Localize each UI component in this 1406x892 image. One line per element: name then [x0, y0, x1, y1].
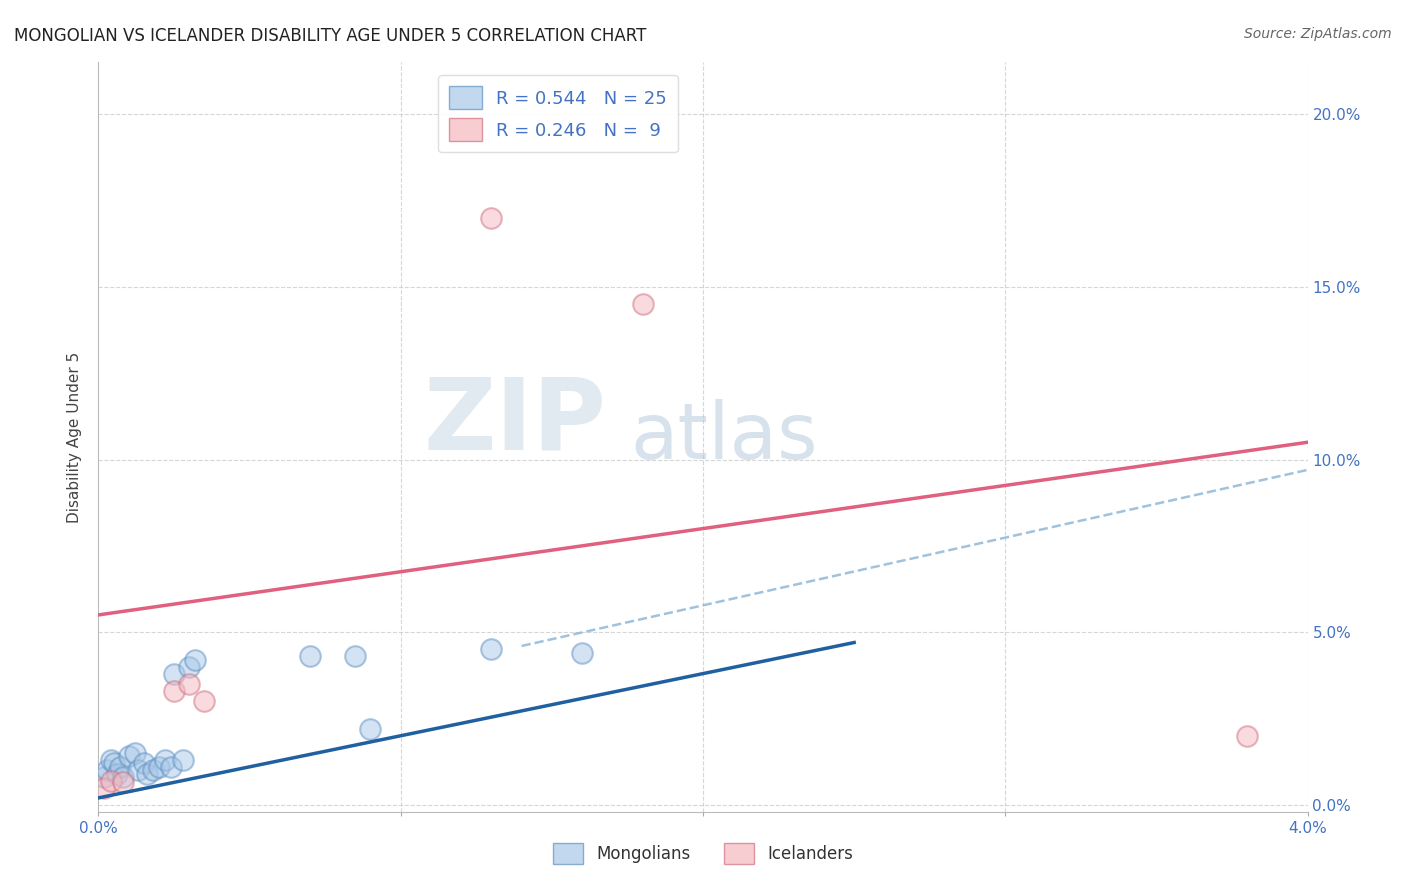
Text: MONGOLIAN VS ICELANDER DISABILITY AGE UNDER 5 CORRELATION CHART: MONGOLIAN VS ICELANDER DISABILITY AGE UN… — [14, 27, 647, 45]
Text: ZIP: ZIP — [423, 374, 606, 471]
Point — [360, 722, 382, 736]
Text: atlas: atlas — [630, 399, 818, 475]
Point — [571, 646, 593, 660]
Point — [111, 775, 134, 789]
Point — [96, 764, 118, 778]
Point — [631, 297, 654, 311]
Point — [193, 694, 215, 708]
Point — [481, 211, 503, 225]
Point — [179, 659, 201, 673]
Point — [132, 756, 155, 771]
Point — [135, 766, 157, 780]
Point — [184, 653, 207, 667]
Point — [100, 773, 122, 788]
Point — [148, 760, 170, 774]
Point — [100, 753, 122, 767]
Point — [481, 642, 503, 657]
Point — [163, 666, 186, 681]
Legend: Mongolians, Icelanders: Mongolians, Icelanders — [547, 836, 859, 871]
Point — [344, 649, 367, 664]
Point — [111, 770, 134, 784]
Point — [142, 764, 165, 778]
Text: Source: ZipAtlas.com: Source: ZipAtlas.com — [1244, 27, 1392, 41]
Y-axis label: Disability Age Under 5: Disability Age Under 5 — [67, 351, 83, 523]
Point — [160, 760, 183, 774]
Point — [299, 649, 322, 664]
Point — [103, 756, 125, 771]
Point — [93, 770, 115, 784]
Point — [179, 677, 201, 691]
Point — [1236, 729, 1258, 743]
Point — [93, 780, 115, 795]
Point — [105, 766, 128, 780]
Point — [124, 746, 146, 760]
Point — [172, 753, 194, 767]
Point — [127, 764, 149, 778]
Point — [163, 684, 186, 698]
Point — [153, 753, 176, 767]
Point — [118, 749, 141, 764]
Point — [108, 760, 131, 774]
